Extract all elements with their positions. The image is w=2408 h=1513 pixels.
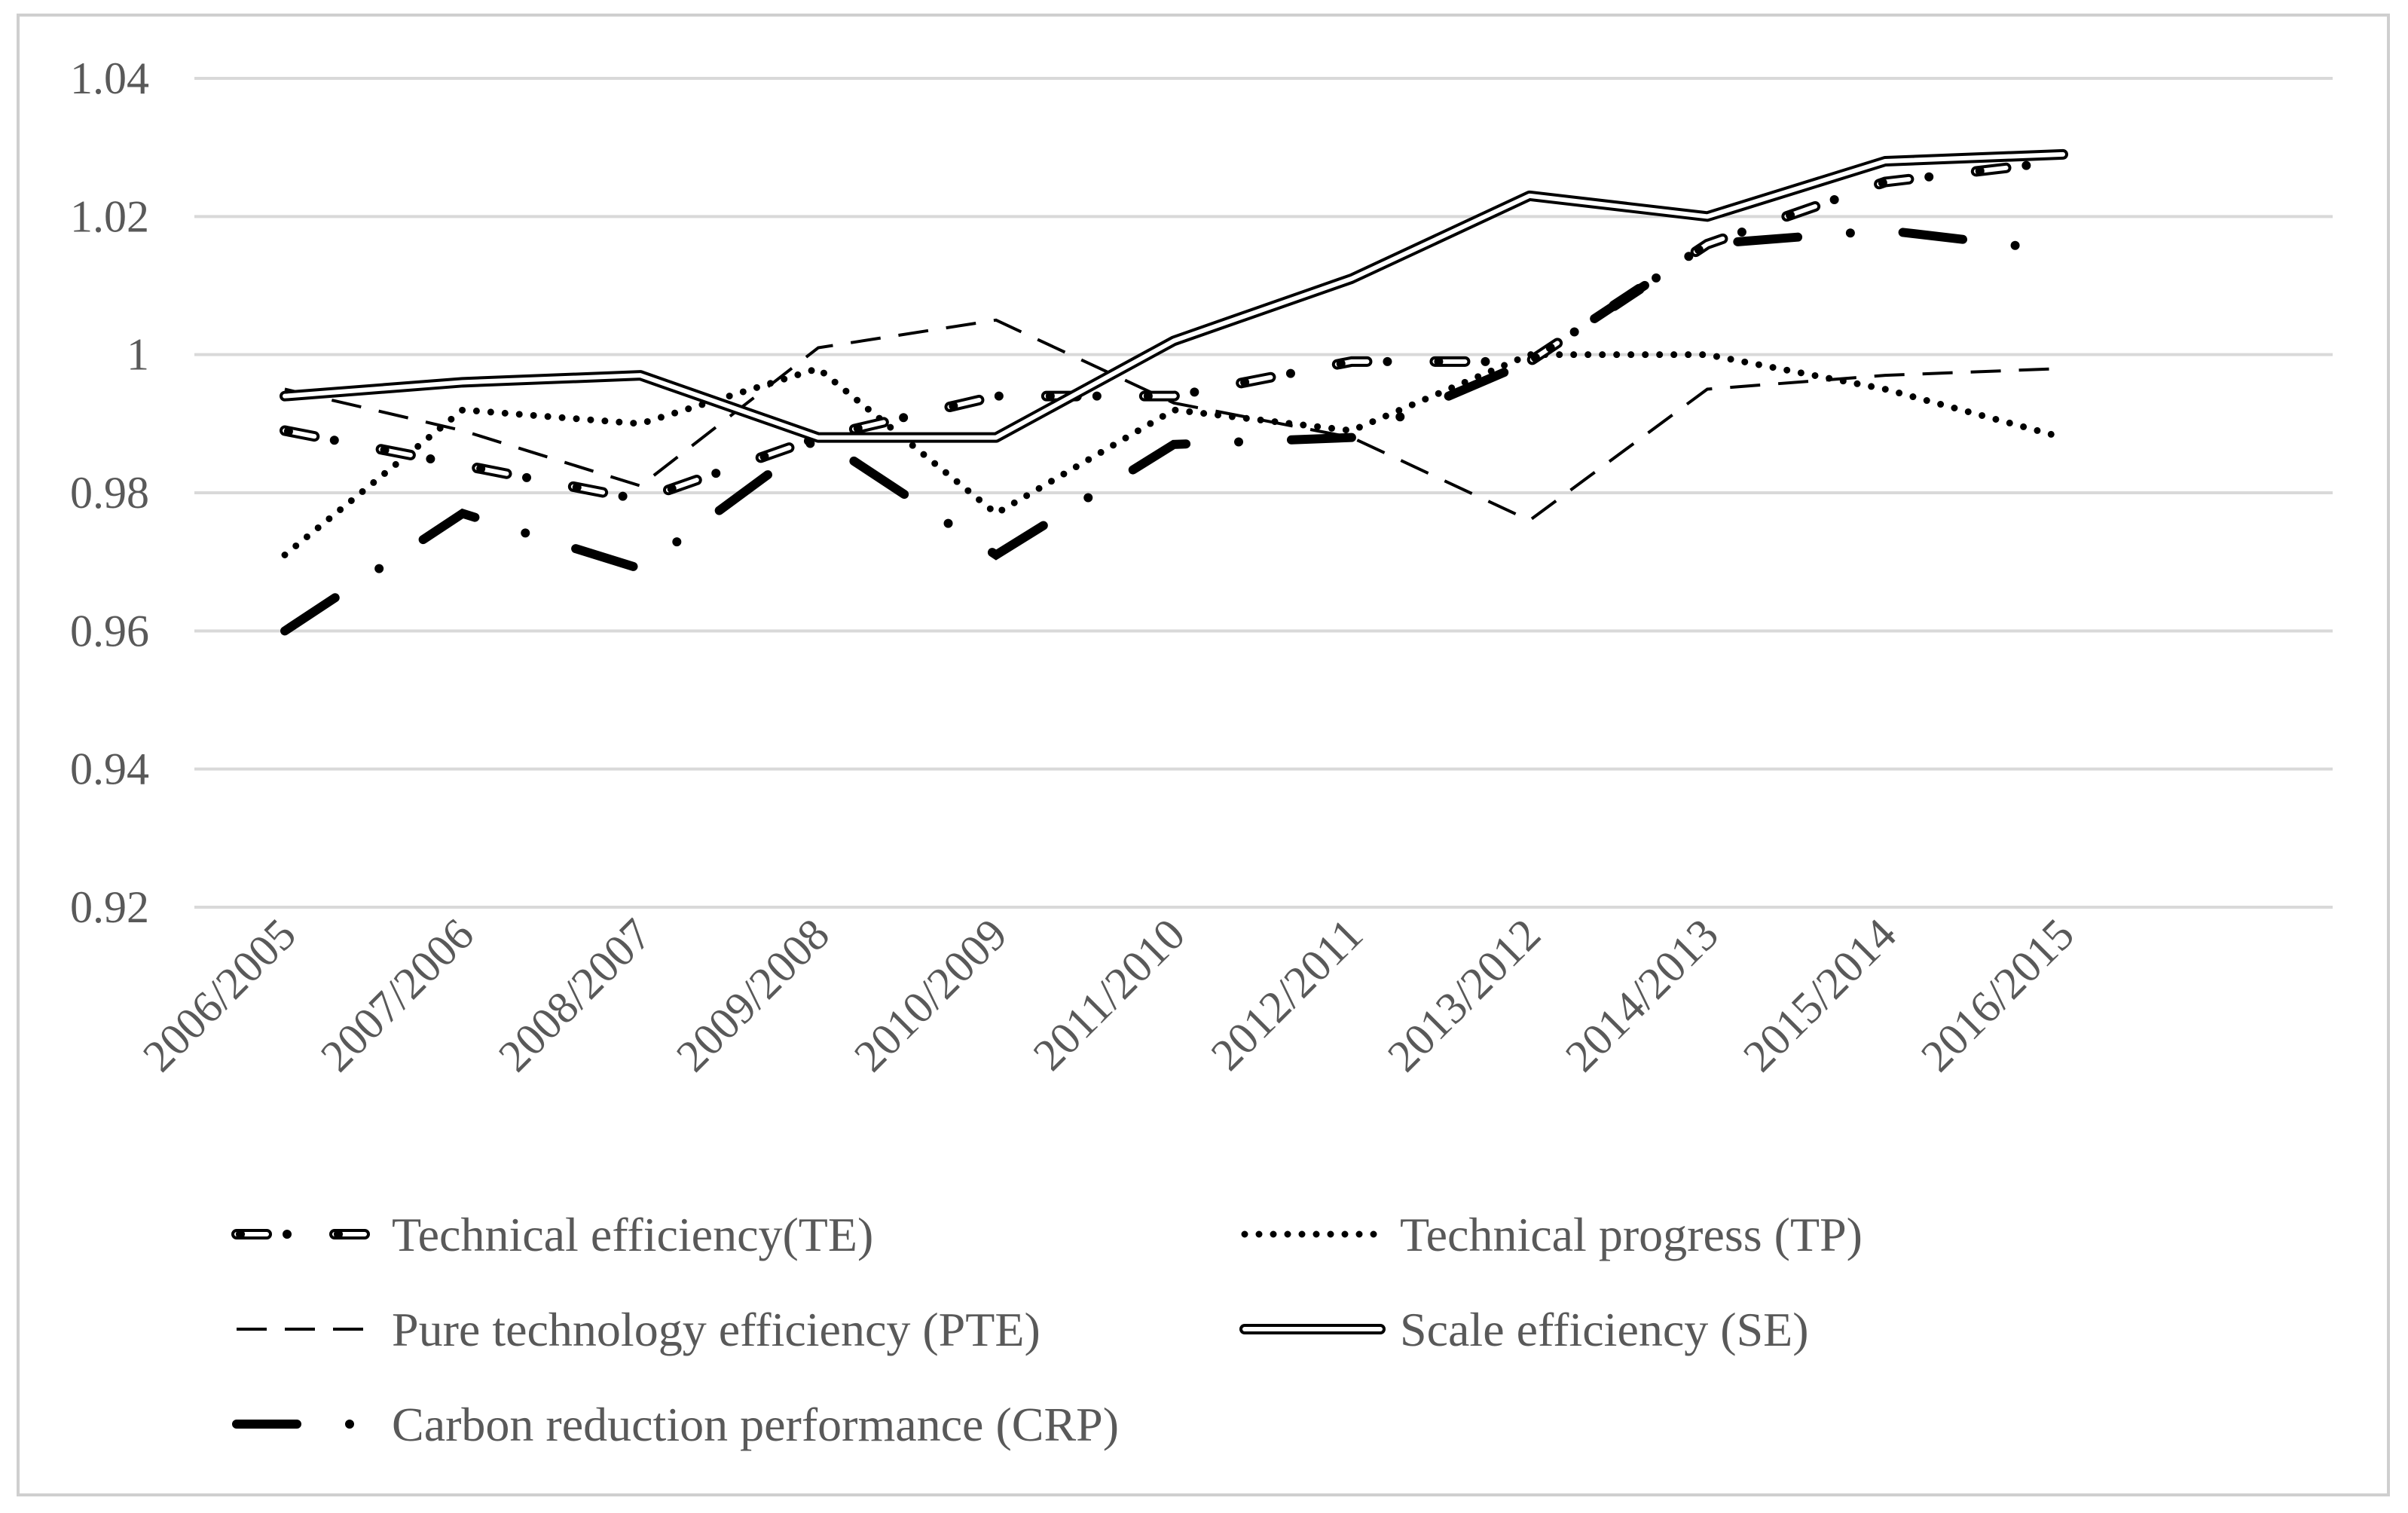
y-tick-label: 1.04: [70, 53, 149, 103]
data-point: [1528, 519, 1531, 522]
series-lines: [280, 148, 2068, 636]
series-line-5: [280, 225, 2067, 636]
data-point: [1884, 229, 1887, 232]
x-tick-label: 2008/2007: [489, 909, 661, 1081]
series-line-1: [280, 156, 2068, 506]
data-point: [817, 367, 820, 370]
legend-item: Technical efficiency(TE): [231, 1208, 873, 1261]
data-point: [639, 498, 642, 501]
data-point: [639, 567, 642, 570]
x-tick-label: 2006/2005: [133, 909, 305, 1081]
y-tick-label: 0.96: [70, 606, 149, 656]
x-tick-label: 2014/2013: [1556, 909, 1728, 1081]
data-point: [2061, 367, 2064, 370]
data-point: [995, 512, 998, 515]
legend-item: Carbon reduction performance (CRP): [232, 1398, 1119, 1451]
legend: Technical efficiency(TE) Technical progre…: [231, 1208, 1863, 1451]
gridlines: [194, 77, 2333, 909]
y-tick-label: 0.92: [70, 882, 149, 932]
x-tick-label: 2007/2006: [311, 909, 483, 1081]
x-tick-label: 2013/2012: [1378, 909, 1550, 1081]
data-point: [461, 429, 464, 433]
x-tick-label: 2015/2014: [1734, 909, 1905, 1081]
x-tick-label: 2011/2010: [1024, 909, 1195, 1080]
legend-item: Technical progress (TP): [1241, 1208, 1863, 1261]
y-axis-tick-labels: 0.92 0.94 0.96 0.98 1 1.02 1.04: [70, 53, 149, 932]
series-line-3: [284, 318, 2064, 522]
legend-item: Pure technology efficiency (PTE): [237, 1303, 1041, 1356]
legend-label: Technical progress (TP): [1400, 1208, 1863, 1261]
legend-label: Pure technology efficiency (PTE): [392, 1303, 1041, 1356]
x-tick-label: 2010/2009: [845, 909, 1016, 1081]
legend-item: Scale efficiency (SE): [1239, 1303, 1809, 1356]
data-point: [2061, 160, 2064, 163]
x-tick-label: 2009/2008: [667, 909, 839, 1081]
series-line-4: [280, 148, 2068, 443]
x-tick-label: 2016/2015: [1911, 909, 2083, 1081]
data-point: [2061, 249, 2064, 252]
data-point: [1350, 429, 1353, 433]
y-tick-label: 0.94: [70, 744, 149, 794]
series-line-2: [281, 351, 2067, 558]
legend-label: Scale efficiency (SE): [1400, 1303, 1809, 1356]
data-point: [461, 463, 464, 466]
x-tick-label: 2012/2011: [1202, 909, 1373, 1080]
line-chart: 0.92 0.94 0.96 0.98 1 1.02 1.04 2006/2005 2007/…: [70, 53, 2333, 1451]
y-tick-label: 1.02: [70, 191, 149, 241]
chart-area: 0.92 0.94 0.96 0.98 1 1.02 1.04 2006/2005 2007/…: [17, 14, 2390, 1496]
x-axis-tick-labels: 2006/2005 2007/2006 2008/2007 2009/2008 2010…: [133, 909, 2083, 1081]
legend-label: Technical efficiency(TE): [392, 1208, 873, 1261]
legend-label: Carbon reduction performance (CRP): [392, 1398, 1119, 1451]
data-point: [639, 422, 642, 425]
y-tick-label: 0.98: [70, 468, 149, 518]
data-point: [2061, 436, 2064, 439]
y-tick-label: 1: [127, 330, 149, 380]
